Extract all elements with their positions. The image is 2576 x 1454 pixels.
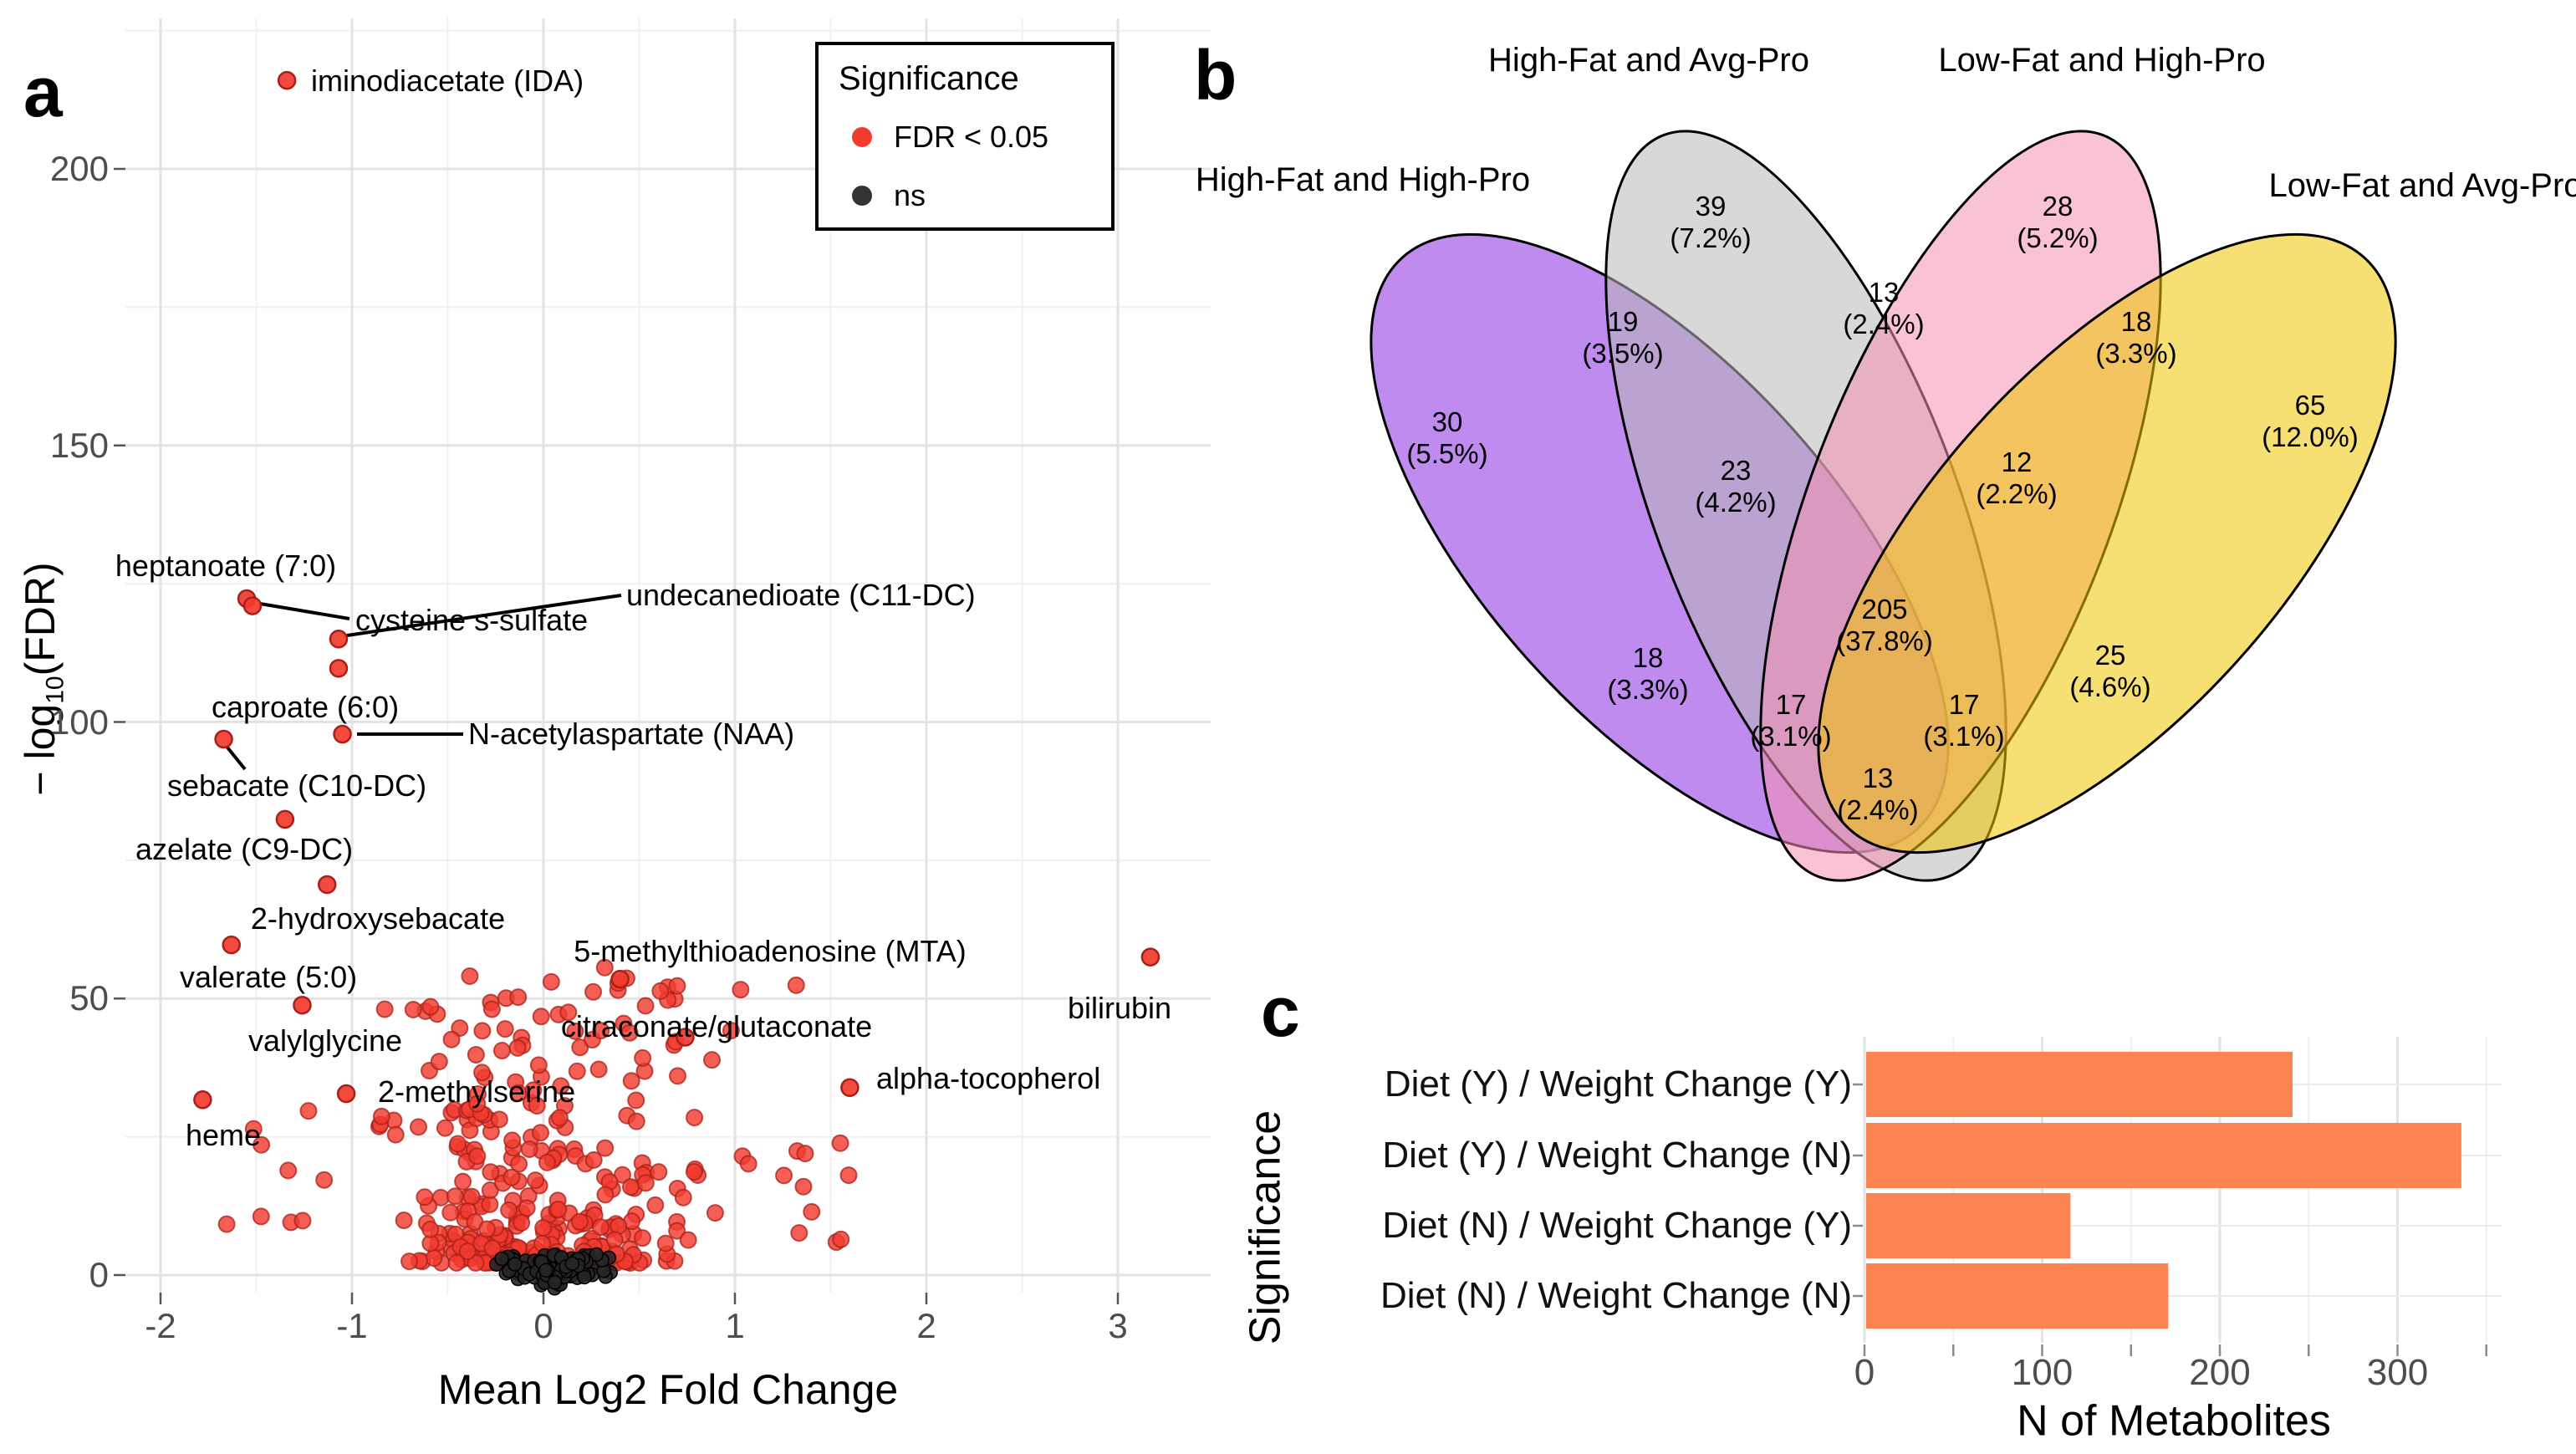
venn-region-count: 19 <box>1607 306 1639 337</box>
venn-region-count: 28 <box>2042 191 2074 222</box>
volcano-axis-ticks <box>114 167 1120 1304</box>
volcano-point-label: alpha-tocopherol <box>876 1061 1101 1096</box>
volcano-x-tick-label: 2 <box>916 1305 936 1345</box>
venn-region-percent: (4.2%) <box>1695 487 1777 518</box>
volcano-y-tick-label: 200 <box>49 148 109 188</box>
volcano-point-label: azelate (C9-DC) <box>135 832 354 867</box>
barchart-axis-ticks <box>1853 1083 2487 1356</box>
y-title-suffix: (FDR) <box>17 562 64 676</box>
venn-region-percent: (2.4%) <box>1837 794 1919 825</box>
venn-region-percent: (5.5%) <box>1406 438 1488 469</box>
panel-letter-c: c <box>1261 972 1300 1051</box>
legend-item-label: ns <box>894 178 926 212</box>
volcano-point-label: N-acetylaspartate (NAA) <box>468 717 795 752</box>
venn-set-label: Low-Fat and High-Pro <box>1938 42 2266 79</box>
venn-set-label: Low-Fat and Avg-Pro <box>2268 167 2576 204</box>
venn-region-percent: (3.5%) <box>1582 338 1664 369</box>
legend-item-fdr: FDR < 0.05 <box>852 120 1048 154</box>
venn-region-percent: (37.8%) <box>1836 625 1933 656</box>
volcano-point-label: undecanedioate (C11-DC) <box>626 578 976 613</box>
volcano-x-tick-label: 3 <box>1108 1305 1128 1345</box>
legend-title: Significance <box>839 60 1019 97</box>
venn-region-count: 23 <box>1720 455 1752 486</box>
venn-region-percent: (5.2%) <box>2017 222 2099 253</box>
venn-region-percent: (3.1%) <box>1750 721 1832 752</box>
volcano-y-tick-label: 150 <box>49 425 109 465</box>
volcano-point-label: bilirubin <box>1067 991 1172 1026</box>
volcano-point-label: 5-methylthioadenosine (MTA) <box>574 934 967 969</box>
volcano-point-label: sebacate (C10-DC) <box>167 768 427 804</box>
volcano-point-label: heptanoate (7:0) <box>115 548 337 584</box>
legend-box: Significance FDR < 0.05 ns <box>815 42 1115 231</box>
venn-region-percent: (3.3%) <box>2095 338 2177 369</box>
venn-region-percent: (2.2%) <box>1976 478 2058 509</box>
legend-item-ns: ns <box>852 178 926 212</box>
volcano-x-tick-label: 1 <box>725 1305 745 1345</box>
volcano-point-label: iminodiacetate (IDA) <box>311 64 584 99</box>
barchart-category-label: Diet (N) / Weight Change (N) <box>1380 1274 1852 1316</box>
barchart-bars <box>1866 1052 2461 1329</box>
barchart-category-label: Diet (N) / Weight Change (Y) <box>1382 1204 1852 1246</box>
panel-letter-b: b <box>1194 36 1237 115</box>
venn-diagram <box>1370 130 2397 882</box>
venn-region-percent: (3.3%) <box>1607 674 1689 705</box>
venn-ellipse-low-fat-avg-pro <box>1817 232 2397 855</box>
volcano-x-axis-title: Mean Log2 Fold Change <box>437 1365 899 1413</box>
volcano-x-tick-label: -2 <box>145 1305 176 1345</box>
volcano-y-tick-label: 0 <box>89 1254 109 1294</box>
volcano-point-label: citraconate/glutaconate <box>560 1009 873 1044</box>
volcano-points <box>217 958 858 1296</box>
venn-region-count: 17 <box>1775 689 1807 720</box>
venn-region-count: 30 <box>1431 406 1463 437</box>
volcano-point-label: valerate (5:0) <box>180 960 358 995</box>
volcano-y-tick-label: 100 <box>49 701 109 742</box>
volcano-x-tick-label: -1 <box>336 1305 368 1345</box>
barchart-category-label: Diet (Y) / Weight Change (Y) <box>1384 1063 1852 1105</box>
panel-letter-a: a <box>23 53 63 131</box>
barchart-x-tick-label: 0 <box>1854 1351 1875 1393</box>
venn-region-count: 18 <box>1632 642 1664 673</box>
legend-dot-ns-icon <box>852 186 872 206</box>
venn-region-count: 13 <box>1862 763 1894 793</box>
venn-region-percent: (7.2%) <box>1670 222 1752 253</box>
venn-region-percent: (3.1%) <box>1923 721 2005 752</box>
venn-region-percent: (4.6%) <box>2069 671 2151 702</box>
volcano-point-label: valylglycine <box>247 1023 403 1059</box>
venn-region-count: 205 <box>1861 594 1908 625</box>
volcano-point-label: 2-methylserine <box>378 1074 576 1110</box>
venn-region-count: 39 <box>1695 191 1727 222</box>
volcano-point-label: cysteine s-sulfate <box>355 603 589 638</box>
barchart-category-label: Diet (Y) / Weight Change (N) <box>1382 1134 1852 1176</box>
volcano-point-label: 2-hydroxysebacate <box>250 901 506 936</box>
barchart-x-tick-label: 100 <box>2011 1351 2074 1393</box>
venn-region-count: 13 <box>1868 277 1900 308</box>
barchart-x-tick-label: 300 <box>2366 1351 2429 1393</box>
volcano-point-label: heme <box>185 1118 262 1153</box>
venn-region-percent: (12.0%) <box>2262 421 2359 452</box>
volcano-leader-lines <box>193 70 1160 1110</box>
venn-region-count: 25 <box>2094 640 2126 671</box>
volcano-point-label: caproate (6:0) <box>211 690 400 725</box>
venn-set-label: High-Fat and Avg-Pro <box>1488 42 1809 79</box>
legend-dot-red-icon <box>852 127 872 147</box>
volcano-y-axis-title: − log10(FDR) <box>17 562 69 795</box>
y-title-subscript: 10 <box>41 676 69 704</box>
legend-item-label: FDR < 0.05 <box>894 120 1049 154</box>
venn-set-label: High-Fat and High-Pro <box>1195 161 1531 198</box>
venn-region-count: 17 <box>1948 689 1980 720</box>
venn-region-count: 18 <box>2120 306 2152 337</box>
venn-region-count: 12 <box>2001 446 2033 477</box>
barchart-y-axis-title: Significance <box>1241 1110 1290 1345</box>
barchart-x-axis-title: N of Metabolites <box>2017 1396 2331 1446</box>
barchart-x-tick-label: 200 <box>2189 1351 2251 1393</box>
volcano-x-tick-label: 0 <box>533 1305 553 1345</box>
venn-region-percent: (2.4%) <box>1843 309 1925 339</box>
volcano-y-tick-label: 50 <box>69 978 109 1018</box>
venn-region-count: 65 <box>2294 390 2326 421</box>
